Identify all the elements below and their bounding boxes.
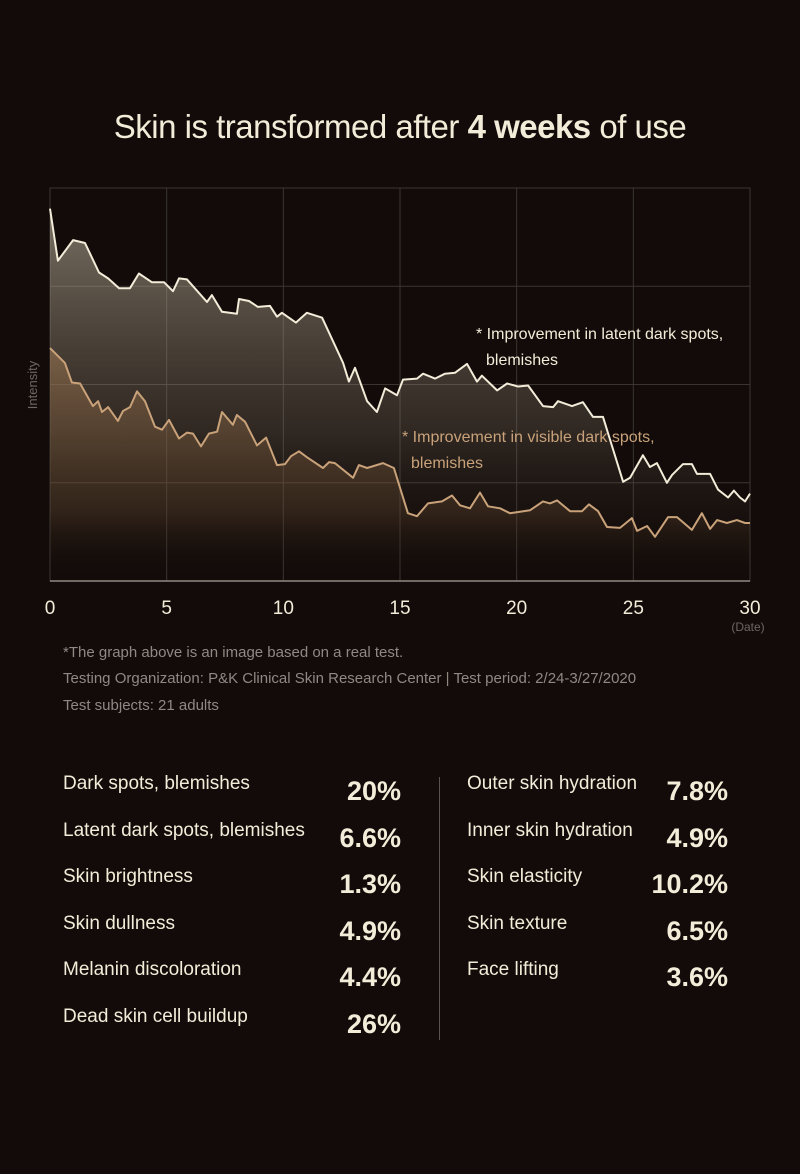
x-tick-label: 0	[45, 598, 56, 619]
stat-value: 4.9%	[666, 823, 728, 853]
stat-label: Face lifting	[467, 959, 559, 980]
stat-value: 20%	[346, 776, 401, 806]
stat-value: 4.9%	[339, 916, 401, 946]
stat-row: Latent dark spots, blemishes 6.6%	[63, 820, 401, 860]
stat-value: 6.6%	[339, 823, 401, 853]
stat-label: Outer skin hydration	[467, 773, 638, 794]
stat-label: Dark spots, blemishes	[63, 773, 250, 794]
x-tick-label: 25	[623, 598, 644, 619]
x-tick-label: 20	[506, 598, 527, 619]
visible-series-line	[49, 347, 750, 538]
stat-row: Skin texture 6.5%	[467, 913, 728, 953]
stat-label: Skin texture	[467, 913, 568, 934]
footnote-disclaimer: *The graph above is an image based on a …	[63, 644, 404, 661]
stat-row: Dead skin cell buildup 26%	[63, 1006, 401, 1046]
stat-label: Skin dullness	[63, 913, 175, 934]
title-suffix: of use	[590, 108, 687, 145]
stat-label: Skin brightness	[63, 866, 193, 887]
stat-row: Skin dullness 4.9%	[63, 913, 401, 953]
stat-row: Dark spots, blemishes 20%	[63, 773, 401, 813]
x-tick-label: 30	[739, 598, 760, 619]
stat-row: Inner skin hydration 4.9%	[467, 820, 728, 860]
latent-series-label-line2: blemishes	[486, 352, 558, 369]
stat-row: Outer skin hydration 7.8%	[467, 773, 728, 813]
title-emphasis: 4 weeks	[467, 108, 592, 145]
intensity-chart: 0 5 10 15 20 25 30 Intensity (Date) * Improvem…	[25, 187, 765, 634]
stat-label: Inner skin hydration	[467, 820, 633, 841]
x-tick-label: 5	[161, 598, 172, 619]
footnote-organization: Testing Organization: P&K Clinical Skin …	[63, 670, 637, 687]
y-axis-label: Intensity	[25, 360, 40, 409]
stat-value: 10.2%	[651, 869, 728, 899]
visible-series-label-line2: blemishes	[411, 455, 483, 472]
footnote-subjects: Test subjects: 21 adults	[63, 697, 219, 714]
stat-row: Melanin discoloration 4.4%	[63, 959, 401, 999]
latent-series-line	[49, 208, 751, 503]
stat-value: 26%	[346, 1009, 401, 1039]
x-tick-label: 10	[273, 598, 294, 619]
latent-series-label-line1: * Improvement in latent dark spots,	[476, 326, 723, 343]
stat-value: 4.4%	[339, 962, 401, 992]
stats-divider	[439, 777, 440, 1040]
title-prefix: Skin is transformed after	[113, 108, 468, 145]
stat-value: 7.8%	[666, 776, 728, 806]
visible-series-area	[50, 348, 750, 581]
page-title: Skin is transformed after 4 weeks of use	[0, 108, 800, 146]
stat-label: Dead skin cell buildup	[63, 1006, 248, 1027]
stat-label: Skin elasticity	[467, 866, 583, 887]
stat-row: Skin brightness 1.3%	[63, 866, 401, 906]
x-tick-label: 15	[389, 598, 410, 619]
stat-row: Skin elasticity 10.2%	[467, 866, 728, 906]
stat-value: 1.3%	[339, 869, 401, 899]
visible-series-label-line1: * Improvement in visible dark spots,	[402, 429, 655, 446]
x-axis-label: (Date)	[731, 620, 764, 634]
stat-label: Latent dark spots, blemishes	[63, 820, 305, 841]
stat-label: Melanin discoloration	[63, 959, 242, 980]
stat-row: Face lifting 3.6%	[467, 959, 728, 999]
stat-value: 6.5%	[666, 916, 728, 946]
stat-value: 3.6%	[666, 962, 728, 992]
